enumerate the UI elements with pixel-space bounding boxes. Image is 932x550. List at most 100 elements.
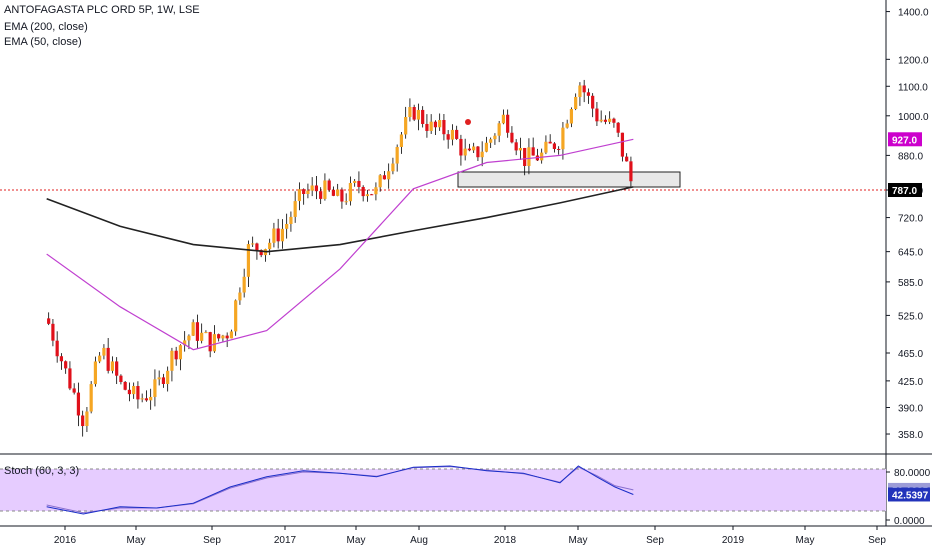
candle-body [132, 386, 136, 395]
candle-body [110, 361, 115, 371]
candle-body [565, 123, 569, 128]
candle-body [629, 161, 633, 182]
price-badge-label: 927.0 [892, 135, 917, 146]
legend-ema-200[interactable]: EMA (200, close) [4, 21, 88, 33]
price-badge-label: 42.5397 [892, 490, 929, 501]
candle-body [361, 186, 365, 197]
candle-body [395, 146, 399, 164]
time-axis[interactable]: 2016 May Sep 2017 May Aug 2018 May Sep 2019 May Sep [54, 526, 886, 546]
candle-body [51, 323, 55, 341]
ema-50-line [46, 138, 634, 351]
time-tick-label: 2019 [722, 535, 745, 546]
candle-body [548, 141, 552, 144]
time-tick-label: 2016 [54, 535, 77, 546]
candle-body [574, 96, 578, 110]
candle-body [323, 180, 327, 199]
candle-body [255, 243, 259, 251]
candle-body [297, 189, 302, 202]
candle-body [238, 292, 242, 301]
candle-body [523, 147, 527, 166]
time-tick-label: May [127, 535, 146, 546]
candle-body [480, 151, 484, 158]
signal-dot [465, 119, 471, 125]
candle-body [268, 242, 272, 250]
candle-body [85, 411, 89, 427]
candle-body [616, 122, 620, 133]
candle-body [497, 123, 501, 136]
candle-body [620, 132, 625, 157]
candle-body [569, 109, 574, 124]
legend-stoch[interactable]: Stoch (60, 3, 3) [4, 465, 80, 477]
price-badge [888, 132, 922, 147]
candle-body [331, 189, 336, 196]
candle-body [603, 119, 608, 122]
candle-body [476, 146, 480, 158]
stoch-axis[interactable]: 80.0000 0.0000 [886, 468, 931, 527]
candle-body [98, 355, 102, 362]
candle-body [493, 135, 497, 140]
candle-body [399, 134, 404, 147]
candle-body [161, 377, 166, 384]
candle-body [68, 368, 72, 389]
price-tick-label: 880.0 [898, 151, 923, 162]
candle-body [344, 201, 348, 203]
candle-body [166, 370, 170, 384]
candle-body [276, 228, 280, 242]
candle-body [306, 190, 310, 194]
candle-body [370, 194, 374, 196]
candle-body [285, 223, 289, 229]
candle-body [365, 194, 370, 197]
candle-body [433, 121, 438, 128]
candle-body [149, 396, 153, 401]
candle-body [612, 118, 616, 123]
candle-body [387, 171, 391, 180]
candle-body [76, 392, 81, 416]
candle-body [484, 142, 489, 152]
candle-body [421, 109, 425, 124]
support-zone[interactable] [457, 171, 681, 188]
candle-body [412, 107, 416, 120]
candle-body [93, 361, 98, 385]
candle-body [302, 189, 306, 194]
candle-body [280, 228, 285, 242]
candle-body [89, 384, 93, 412]
stoch-tick-label: 80.0000 [894, 468, 931, 479]
candle-body [187, 335, 191, 341]
candle-body [212, 334, 217, 352]
candle-body [382, 175, 387, 180]
candle-body [64, 361, 68, 369]
candle-body [136, 386, 140, 400]
time-tick-label: 2018 [494, 535, 517, 546]
time-tick-label: May [569, 535, 588, 546]
candle-body [208, 332, 212, 352]
candle-body [506, 114, 510, 133]
candle-body [357, 180, 361, 187]
legend-ema-50[interactable]: EMA (50, close) [4, 36, 82, 48]
chart-title: ANTOFAGASTA PLC ORD 5P, 1W, LSE [4, 4, 200, 16]
price-badge-label: 787.0 [892, 186, 917, 197]
candle-body [81, 415, 85, 427]
stoch-band [0, 469, 886, 511]
price-tick-label: 465.0 [898, 349, 923, 360]
candle-body [540, 152, 544, 161]
candle-body [191, 322, 195, 336]
candle-body [72, 388, 76, 393]
candle-body [272, 228, 276, 243]
candle-body [446, 134, 450, 140]
candle-body [229, 331, 234, 339]
price-tick-label: 525.0 [898, 311, 923, 322]
candle-body [450, 129, 455, 140]
price-axis[interactable]: 1400.0 1200.0 1100.0 1000.0 880.0 787.0 720.0 6… [886, 8, 929, 441]
ema-200-line [46, 186, 634, 253]
candle-body [557, 148, 561, 150]
candle-body [531, 147, 535, 156]
candle-body [195, 322, 200, 341]
candle-body [221, 335, 225, 339]
stoch-k-line [46, 465, 634, 515]
price-tick-label: 358.0 [898, 430, 923, 441]
time-tick-label: Sep [868, 535, 886, 546]
candle-body [429, 121, 433, 131]
candle-body [514, 142, 518, 151]
time-tick-label: May [796, 535, 815, 546]
